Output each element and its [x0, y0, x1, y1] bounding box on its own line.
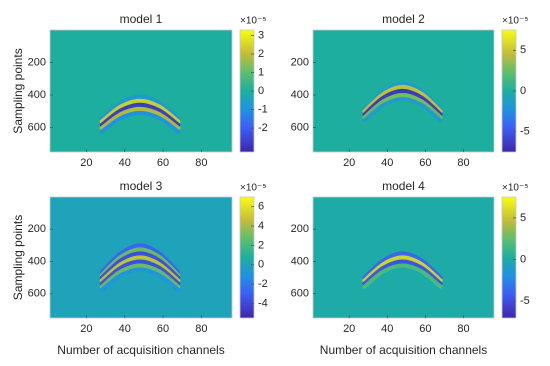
colorbar-tick-label: -2 — [258, 122, 268, 134]
event-band — [99, 98, 181, 124]
y-axis-label: Sampling points — [11, 48, 25, 133]
colorbar-tick-label: -4 — [258, 297, 268, 309]
colorbar-tick-label: 2 — [258, 239, 264, 251]
colorbar-tick-label: -1 — [258, 103, 268, 115]
colorbar-exponent: ×10⁻⁵ — [240, 183, 266, 194]
y-tick-label: 600 — [291, 121, 309, 133]
event-band — [362, 251, 443, 280]
x-tick-label: 20 — [80, 323, 92, 335]
event-band — [99, 247, 181, 278]
event-band — [362, 84, 443, 114]
x-tick-label: 20 — [343, 157, 355, 169]
y-axis-label: Sampling points — [11, 215, 25, 300]
x-tick-label: 40 — [119, 157, 131, 169]
y-tick-label: 200 — [28, 223, 46, 235]
plot-frame — [312, 196, 495, 319]
y-tick-label: 200 — [291, 223, 309, 235]
colorbar — [501, 196, 517, 319]
event-band — [99, 110, 181, 134]
x-tick-label: 60 — [419, 157, 431, 169]
panel-title: model 3 — [120, 179, 163, 193]
x-tick-label: 20 — [343, 323, 355, 335]
colorbar-tick-label: -5 — [520, 126, 530, 138]
y-tick-label: 400 — [291, 255, 309, 267]
colorbar-tick-label: 0 — [258, 259, 264, 271]
colorbar-tick-label: -5 — [520, 295, 530, 307]
x-tick-label: 80 — [195, 323, 207, 335]
events — [99, 94, 181, 134]
colorbar-tick-label: 5 — [520, 44, 526, 56]
colorbar-tick-label: 5 — [520, 212, 526, 224]
event-band — [362, 255, 443, 283]
x-tick-label: 60 — [157, 323, 169, 335]
colorbar-tick-label: 0 — [520, 85, 526, 97]
x-tick-label: 60 — [157, 157, 169, 169]
event-band — [99, 255, 181, 283]
colorbar-exponent: ×10⁻⁵ — [502, 16, 528, 27]
x-tick-label: 40 — [119, 323, 131, 335]
colorbar-tick-label: -2 — [258, 278, 268, 290]
event-band — [362, 259, 443, 286]
panel-title: model 1 — [120, 12, 163, 26]
colorbar-tick-label: 2 — [258, 48, 264, 60]
event-band — [99, 263, 181, 289]
x-tick-label: 60 — [419, 323, 431, 335]
plot-frame — [312, 29, 495, 153]
x-tick-label: 40 — [381, 157, 393, 169]
x-axis-label: Number of acquisition channels — [57, 343, 224, 357]
event-band — [362, 263, 443, 289]
colorbar-tick-label: 6 — [258, 201, 264, 213]
x-tick-label: 80 — [457, 157, 469, 169]
y-tick-label: 600 — [28, 288, 46, 300]
y-tick-label: 400 — [28, 89, 46, 101]
x-tick-label: 80 — [457, 323, 469, 335]
event-band — [362, 97, 443, 123]
event-band — [362, 92, 443, 120]
y-tick-label: 600 — [28, 121, 46, 133]
x-axis-label: Number of acquisition channels — [320, 343, 487, 357]
colorbar — [239, 196, 255, 319]
colorbar-tick-label: 0 — [258, 85, 264, 97]
colorbar-tick-label: 1 — [258, 66, 264, 78]
events — [99, 243, 181, 292]
event-band — [99, 102, 181, 127]
colorbar-exponent: ×10⁻⁵ — [502, 183, 528, 194]
colorbar-tick-label: 3 — [258, 29, 264, 41]
y-tick-label: 200 — [28, 56, 46, 68]
y-tick-label: 400 — [291, 89, 309, 101]
events — [362, 251, 443, 289]
event-band — [99, 243, 181, 275]
event-band — [362, 88, 443, 117]
event-band — [99, 106, 181, 131]
plot-background — [50, 30, 232, 152]
event-band — [99, 94, 181, 121]
colorbar-tick-label: 4 — [258, 220, 264, 232]
event-band — [99, 251, 181, 280]
plot-frame — [49, 29, 233, 153]
x-tick-label: 20 — [80, 157, 92, 169]
y-tick-label: 200 — [291, 56, 309, 68]
colorbar-exponent: ×10⁻⁵ — [240, 16, 266, 27]
plot-frame — [49, 196, 233, 319]
y-tick-label: 600 — [291, 288, 309, 300]
x-tick-label: 40 — [381, 323, 393, 335]
event-band — [99, 259, 181, 286]
y-tick-label: 400 — [28, 255, 46, 267]
panel-title: model 2 — [382, 12, 425, 26]
events — [362, 81, 443, 123]
panel-title: model 4 — [382, 179, 425, 193]
colorbar-tick-label: 0 — [520, 253, 526, 265]
event-band — [99, 267, 181, 292]
x-tick-label: 80 — [195, 157, 207, 169]
